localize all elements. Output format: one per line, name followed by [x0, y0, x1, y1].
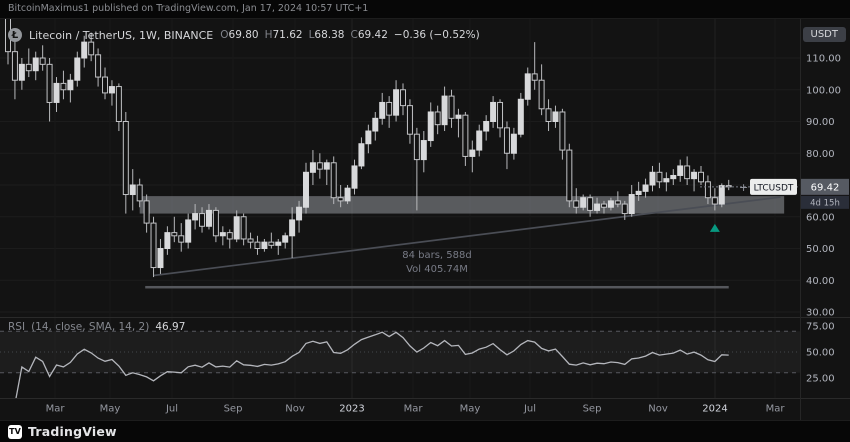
symbol-header: Ł Litecoin / TetherUS, 1W, BINANCE O69.8…: [8, 28, 480, 42]
high-label: H: [264, 29, 273, 41]
time-tick-month: Sep: [224, 404, 243, 415]
time-tick-month: May: [460, 404, 481, 415]
last-price-text: 69.42: [811, 182, 840, 193]
range-measurement[interactable]: 84 bars, 588d Vol 405.74M: [145, 250, 729, 289]
litecoin-icon: Ł: [8, 28, 22, 42]
candlestick-series: [5, 19, 732, 278]
publish-info-text: BitcoinMaximus1 published on TradingView…: [8, 3, 369, 14]
time-tick-year: 2024: [702, 404, 727, 415]
rsi-value: 46.97: [155, 321, 186, 333]
open-label: O: [220, 29, 229, 41]
low-value: 68.38: [314, 29, 345, 41]
rsi-pane: [0, 330, 800, 398]
price-tick-label: 40.00: [806, 276, 835, 287]
price-tick-label: 100.00: [806, 85, 841, 96]
rsi-tick-label: 50.00: [806, 348, 835, 359]
low-label: L: [308, 29, 315, 41]
change-value: −0.36 (−0.52%): [393, 29, 480, 41]
time-tick-month: Jul: [523, 404, 536, 415]
symbol-label-text: LTCUSDT: [754, 183, 794, 193]
close-value: 69.42: [357, 29, 388, 41]
time-tick-year: 2023: [339, 404, 364, 415]
time-tick-month: Mar: [46, 404, 66, 415]
time-tick-month: May: [100, 404, 121, 415]
rsi-tick-label: 25.00: [806, 374, 835, 385]
rsi-title: RSI: [8, 321, 26, 333]
tradingview-logo-icon[interactable]: TV: [8, 424, 22, 439]
time-tick-month: Mar: [766, 404, 786, 415]
rsi-line: [15, 331, 729, 398]
ohlc-readout: O69.80 H71.62 L68.38 C69.42 −0.36 (−0.52…: [220, 29, 480, 41]
price-tick-label: 110.00: [806, 54, 841, 65]
price-tick-label: 50.00: [806, 244, 835, 255]
price-tick-label: 90.00: [806, 117, 835, 128]
symbol-title[interactable]: Litecoin / TetherUS, 1W, BINANCE: [29, 28, 214, 42]
rsi-indicator-header[interactable]: RSI (14, close, SMA, 14, 2) 46.97: [8, 321, 185, 333]
range-volume-label: Vol 405.74M: [406, 264, 468, 275]
chart-svg[interactable]: 84 bars, 588d Vol 405.74M +110.00 100.00 90.…: [0, 19, 850, 421]
buy-arrow-marker[interactable]: [709, 223, 720, 232]
time-tick-month: Sep: [583, 404, 602, 415]
high-value: 71.62: [272, 29, 303, 41]
open-value: 69.80: [228, 29, 259, 41]
last-price-label: 69.42 4d 15h: [801, 178, 849, 209]
price-tick-label: 80.00: [806, 149, 835, 160]
symbol-price-label: LTCUSDT: [750, 178, 797, 195]
currency-badge[interactable]: USDT: [802, 27, 846, 42]
rsi-tick-label: 75.00: [806, 322, 835, 333]
close-label: C: [350, 29, 358, 41]
publish-info-bar: BitcoinMaximus1 published on TradingView…: [0, 0, 850, 18]
tradingview-logo-text[interactable]: TradingView: [28, 424, 117, 439]
range-bars-label: 84 bars, 588d: [402, 250, 472, 261]
bar-countdown-text: 4d 15h: [810, 198, 840, 208]
time-tick-month: Mar: [404, 404, 424, 415]
rsi-params: (14, close, SMA, 14, 2): [31, 321, 150, 333]
time-tick-month: Jul: [165, 404, 178, 415]
pane-separators[interactable]: [0, 19, 850, 421]
trendline[interactable]: [153, 196, 781, 277]
chart-container: 84 bars, 588d Vol 405.74M +110.00 100.00 90.…: [0, 18, 850, 421]
price-tick-label: 60.00: [806, 212, 835, 223]
footer-bar: TV TradingView: [0, 420, 850, 442]
time-tick-month: Nov: [285, 404, 305, 415]
time-tick-month: Nov: [648, 404, 668, 415]
price-axis[interactable]: 110.00 100.00 90.00 80.00 60.00 50.00 40.00 30.…: [806, 54, 841, 385]
price-tick-label: 30.00: [806, 308, 835, 319]
price-line-plus-icon[interactable]: +: [739, 181, 748, 194]
time-axis[interactable]: Mar May Jul Sep Nov 2023 Mar May Jul Sep Nov 2024 Ma…: [46, 404, 786, 415]
